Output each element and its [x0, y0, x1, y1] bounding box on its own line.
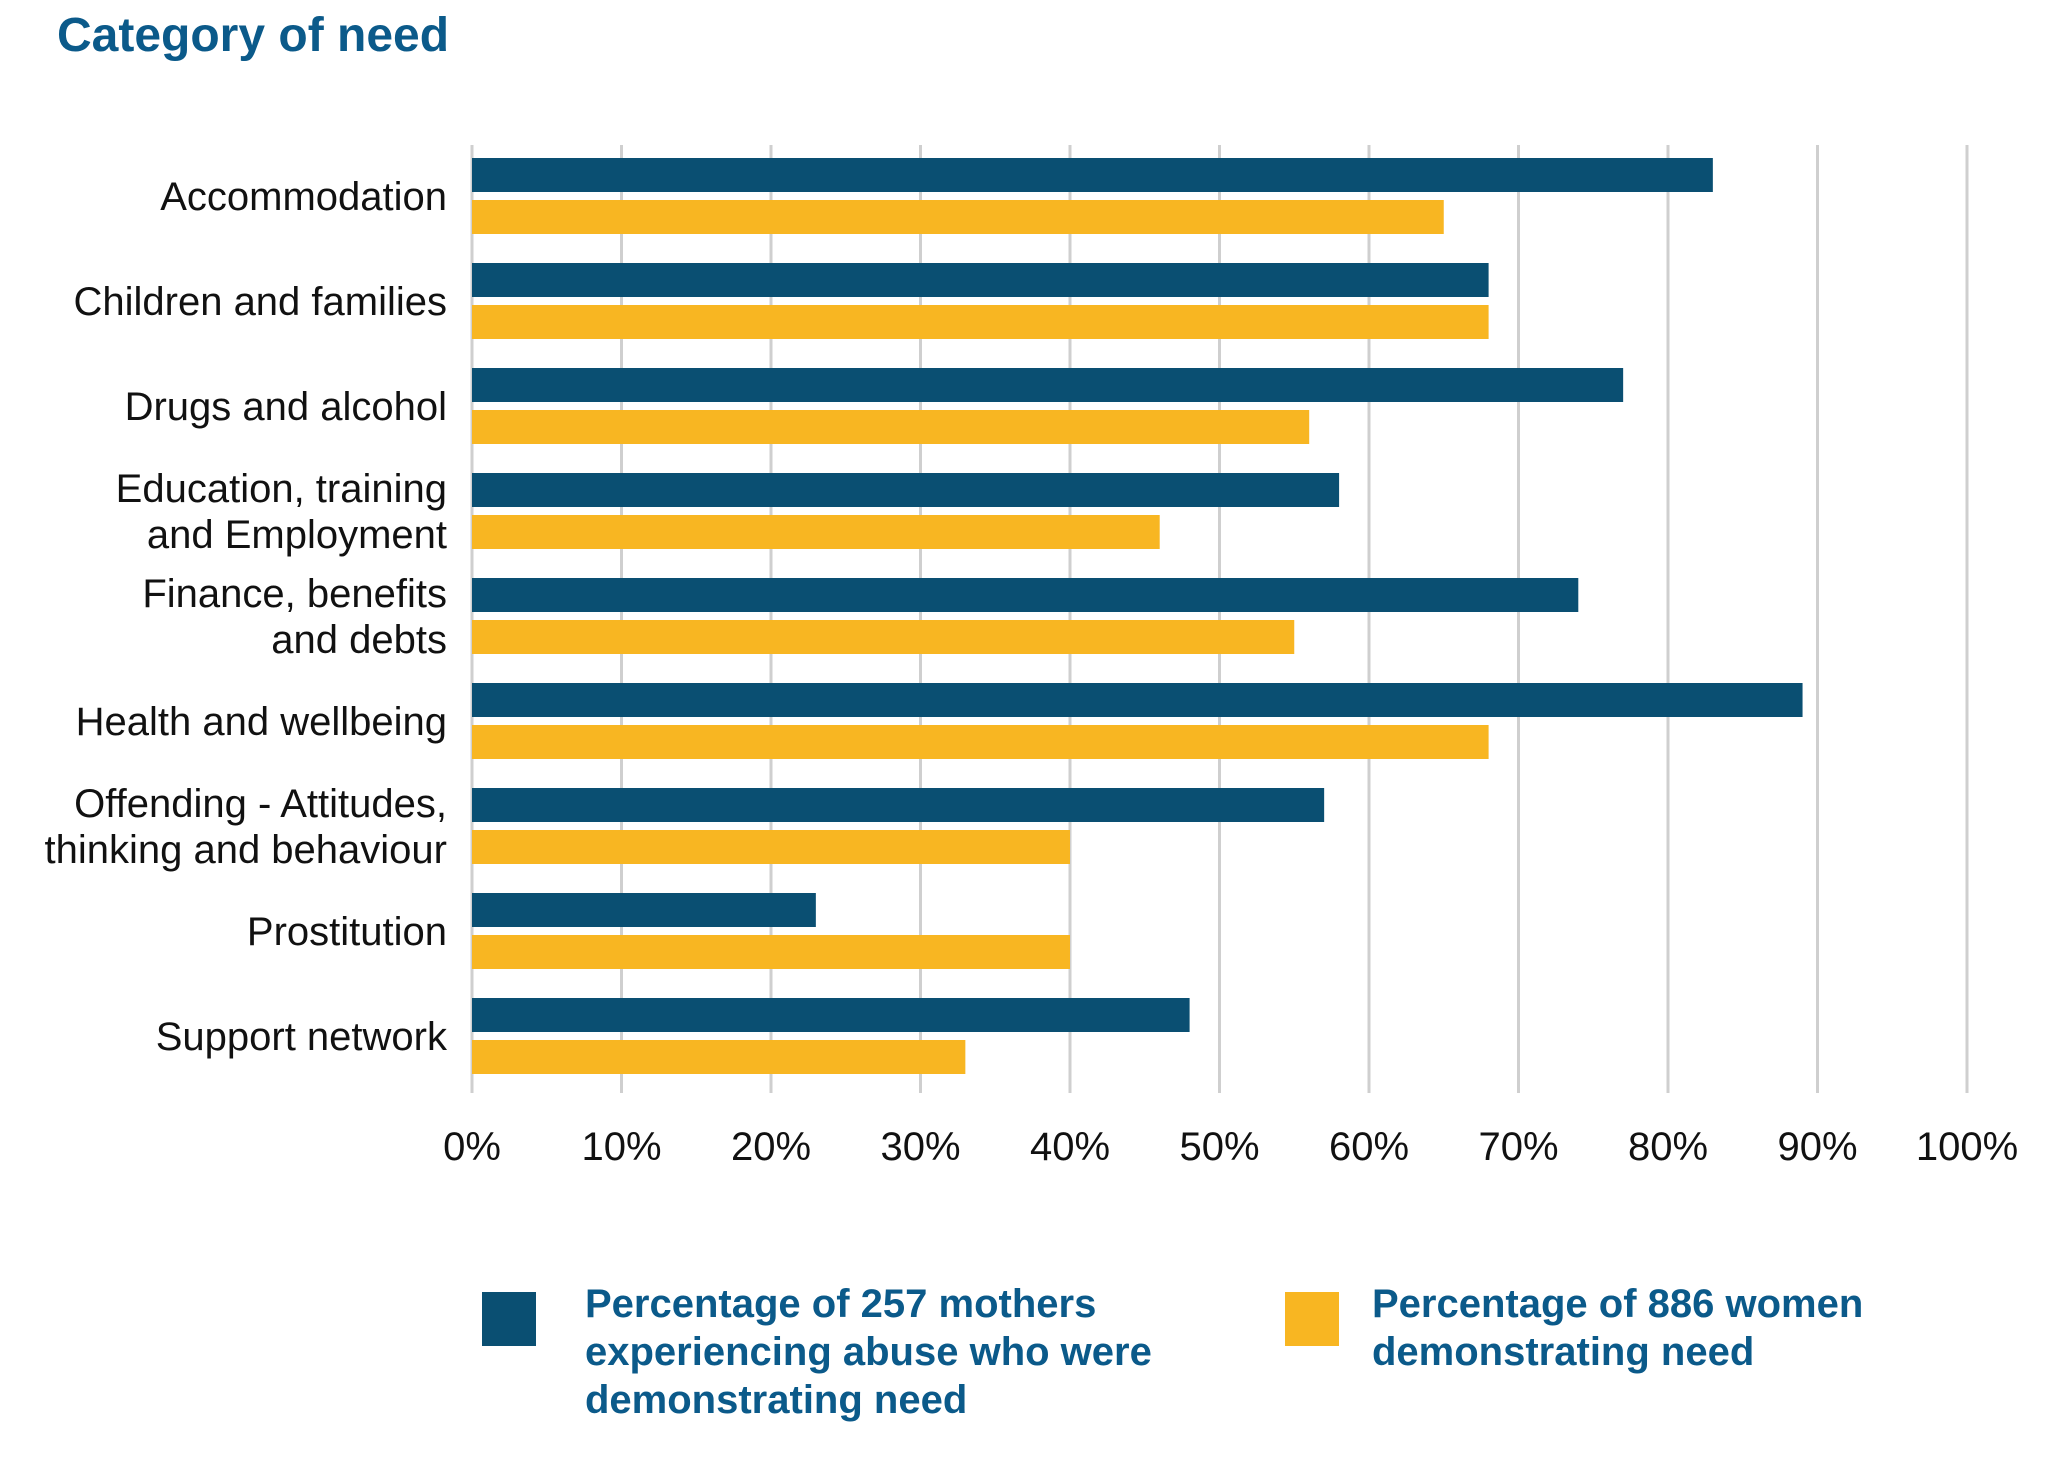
legend-label-line: demonstrating need [1372, 1330, 1755, 1374]
y-category-label: and Employment [147, 513, 447, 557]
x-tick-label: 40% [1030, 1125, 1110, 1169]
bar-series-1 [472, 893, 816, 927]
legend-label-series-1: Percentage of 257 mothers experiencing a… [585, 1280, 1152, 1424]
x-tick-label: 100% [1916, 1125, 2018, 1169]
bar-series-1 [472, 998, 1190, 1032]
y-category-label: Offending - Attitudes, [74, 782, 447, 826]
chart-title: Category of need [57, 9, 450, 62]
y-category-label: and debts [271, 618, 447, 662]
bar-series-1 [472, 578, 1579, 612]
y-category-label: Prostitution [247, 910, 447, 954]
bar-series-2 [472, 305, 1489, 339]
bar-series-2 [472, 620, 1295, 654]
y-category-label: Drugs and alcohol [125, 385, 447, 429]
bar-series-1 [472, 263, 1489, 297]
x-tick-label: 80% [1628, 1125, 1708, 1169]
x-tick-label: 10% [581, 1125, 661, 1169]
bar-series-1 [472, 683, 1803, 717]
bar-chart: 0% 10% 20% 30% 40% 50% 60% 70% 80% 90% 100% Accommo… [44, 145, 2018, 1169]
bar-series-2 [472, 515, 1160, 549]
x-tick-label: 60% [1329, 1125, 1409, 1169]
bar-series-2 [472, 410, 1310, 444]
bar-series-1 [472, 368, 1624, 402]
legend-label-line: demonstrating need [585, 1378, 968, 1422]
legend-swatch-series-1 [482, 1292, 536, 1346]
bar-series-2 [472, 200, 1444, 234]
bar-series-1 [472, 788, 1325, 822]
x-tick-label: 0% [443, 1125, 501, 1169]
legend-label-line: Percentage of 886 women [1372, 1282, 1864, 1326]
y-category-label: Finance, benefits [142, 572, 447, 616]
y-category-label: thinking and behaviour [44, 828, 447, 872]
y-category-label: Health and wellbeing [76, 700, 447, 744]
x-tick-label: 20% [731, 1125, 811, 1169]
x-tick-label: 50% [1179, 1125, 1259, 1169]
x-tick-label: 70% [1478, 1125, 1558, 1169]
legend-label-line: Percentage of 257 mothers [585, 1282, 1097, 1326]
y-category-label: Children and families [73, 280, 447, 324]
legend-label-line: experiencing abuse who were [585, 1330, 1152, 1374]
bar-series-1 [472, 473, 1340, 507]
x-tick-label: 90% [1777, 1125, 1857, 1169]
bar-series-2 [472, 830, 1070, 864]
bar-series-1 [472, 158, 1713, 192]
y-category-label: Education, training [116, 467, 447, 511]
x-tick-label: 30% [880, 1125, 960, 1169]
bar-series-2 [472, 935, 1070, 969]
bar-series-2 [472, 1040, 966, 1074]
y-category-label: Accommodation [160, 175, 447, 219]
legend-swatch-series-2 [1285, 1292, 1339, 1346]
legend-label-series-2: Percentage of 886 women demonstrating ne… [1372, 1280, 1863, 1376]
y-category-label: Support network [156, 1015, 448, 1059]
bar-series-2 [472, 725, 1489, 759]
